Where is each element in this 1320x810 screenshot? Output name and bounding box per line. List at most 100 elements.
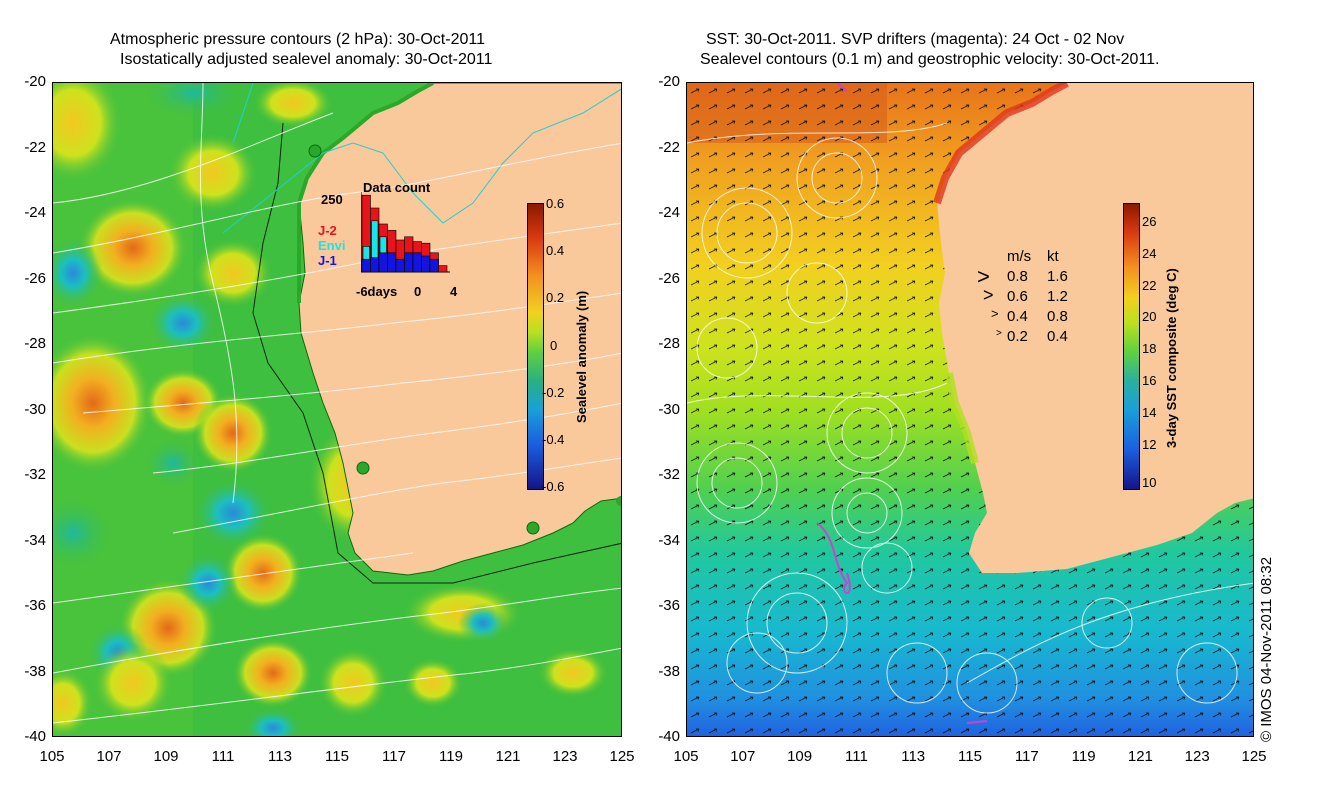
data-count-inset: Data count 250 J-2 Envi J-1 -6days 0 4	[293, 178, 463, 299]
velocity-legend: m/s kt > 0.8 1.6 > 0.6 1.2 > 0.4 0.8 > 0…	[977, 248, 1087, 348]
left-x-tick-8: 121	[495, 748, 521, 765]
histogram-bar-j2	[438, 265, 448, 273]
data-count-histogram	[361, 192, 450, 273]
histogram-bar-j1	[421, 255, 431, 273]
left-x-tick-0: 105	[39, 748, 65, 765]
right-y-tick-2: -24	[658, 204, 680, 221]
legend-header-kt: kt	[1047, 248, 1059, 265]
left-map-panel[interactable]: Data count 250 J-2 Envi J-1 -6days 0 4 0…	[52, 82, 622, 737]
left-cb-tick-5: -0.4	[542, 432, 565, 447]
left-y-tick-6: -32	[24, 466, 46, 483]
legend-envi: Envi	[318, 238, 346, 253]
left-cb-tick-0: 0.6	[546, 196, 565, 211]
left-cb-tick-4: -0.2	[542, 385, 565, 400]
right-y-tick-8: -36	[658, 597, 680, 614]
right-y-tick-1: -22	[658, 138, 680, 156]
right-cb-tick-3: 20	[1142, 309, 1157, 324]
histogram-bar-j1	[429, 258, 439, 273]
left-y-tick-10: -40	[24, 728, 46, 745]
right-cb-tick-6: 14	[1142, 405, 1157, 420]
left-y-tick-9: -38	[24, 662, 46, 680]
left-cb-tick-6: -0.6	[542, 479, 565, 494]
right-x-tick-7: 119	[1071, 748, 1096, 765]
legend-ms-1: 0.6	[1007, 288, 1028, 305]
left-y-tick-4: -28	[24, 335, 46, 352]
legend-header-ms: m/s	[1007, 248, 1032, 265]
right-map-panel[interactable]: m/s kt > 0.8 1.6 > 0.6 1.2 > 0.4 0.8 > 0…	[686, 82, 1254, 737]
left-x-tick-10: 125	[609, 748, 635, 765]
legend-kt-3: 0.4	[1047, 328, 1068, 345]
legend-j1: J-1	[318, 253, 337, 268]
left-cb-tick-3: 0	[550, 338, 558, 353]
right-x-tick-2: 109	[787, 748, 813, 765]
count-x-label-2: 4	[450, 284, 458, 299]
count-x-label-0: -6days	[356, 284, 398, 299]
right-y-tick-3: -26	[658, 269, 680, 287]
right-x-tick-4: 113	[901, 748, 926, 765]
legend-ms-2: 0.4	[1007, 308, 1028, 325]
svp-drifters	[816, 83, 988, 724]
left-x-tick-6: 117	[382, 748, 406, 765]
right-x-tick-9: 123	[1184, 748, 1210, 765]
data-count-max: 250	[321, 192, 343, 207]
left-x-tick-4: 113	[268, 748, 292, 765]
right-y-tick-7: -34	[658, 531, 680, 549]
right-colorbar	[1123, 203, 1140, 490]
legend-kt-1: 1.2	[1047, 288, 1068, 305]
right-cb-tick-0: 26	[1142, 214, 1157, 229]
right-y-tick-9: -38	[658, 662, 680, 680]
histogram-bar-j1	[370, 257, 380, 273]
right-y-tick-5: -30	[658, 400, 680, 418]
left-x-tick-9: 123	[552, 748, 578, 765]
left-x-tick-3: 111	[211, 748, 235, 765]
histogram-bar-j1	[387, 252, 397, 273]
histogram-bar-j1	[378, 252, 388, 273]
left-y-tick-1: -22	[24, 138, 46, 156]
right-cb-tick-8: 10	[1142, 475, 1157, 490]
right-cb-tick-7: 12	[1142, 437, 1157, 452]
left-x-tick-7: 119	[439, 748, 463, 765]
left-cb-tick-1: 0.4	[546, 243, 565, 258]
right-cb-tick-5: 16	[1142, 373, 1157, 388]
right-y-tick-6: -32	[658, 466, 680, 483]
right-x-tick-5: 115	[958, 748, 982, 765]
left-y-tick-8: -36	[24, 597, 46, 614]
histogram-bar-j1	[361, 258, 371, 273]
left-y-tick-7: -34	[24, 531, 46, 549]
right-x-tick-8: 121	[1127, 748, 1153, 765]
left-x-tick-5: 115	[325, 748, 349, 765]
left-y-tick-0: -20	[24, 73, 46, 90]
sst-map	[687, 83, 1253, 736]
right-y-tick-10: -40	[658, 728, 680, 745]
right-title-line1: SST: 30-Oct-2011. SVP drifters (magenta)…	[706, 31, 1125, 48]
right-x-tick-10: 125	[1241, 748, 1267, 765]
left-colorbar	[527, 203, 544, 490]
right-x-tick-3: 111	[844, 748, 868, 765]
legend-kt-2: 0.8	[1047, 308, 1068, 325]
histogram-bar-j1	[412, 252, 422, 273]
left-title-line2: Isostatically adjusted sealevel anomaly:…	[120, 51, 493, 68]
right-y-tick-0: -20	[658, 73, 680, 90]
left-title-line1: Atmospheric pressure contours (2 hPa): 3…	[110, 31, 485, 48]
legend-arrow-0: >	[977, 264, 990, 289]
legend-arrow-2: >	[991, 306, 999, 321]
legend-j2: J-2	[318, 223, 337, 238]
histogram-bar-j1	[395, 258, 405, 273]
legend-kt-0: 1.6	[1047, 268, 1068, 285]
count-x-label-1: 0	[414, 284, 422, 299]
legend-arrow-3: >	[996, 328, 1002, 339]
legend-arrow-1: >	[983, 285, 994, 305]
right-cb-tick-2: 22	[1142, 278, 1157, 293]
left-x-tick-1: 107	[96, 748, 122, 765]
left-y-tick-5: -30	[24, 400, 46, 418]
australia-land-sst	[937, 83, 1253, 573]
right-x-tick-0: 105	[673, 748, 699, 765]
right-x-tick-6: 117	[1014, 748, 1039, 765]
right-cb-tick-4: 18	[1142, 341, 1157, 356]
right-x-tick-1: 107	[730, 748, 756, 765]
right-title-line2: Sealevel contours (0.1 m) and geostrophi…	[700, 51, 1160, 68]
data-count-title: Data count	[363, 180, 431, 195]
pressure-contours	[53, 83, 621, 724]
right-y-tick-4: -28	[658, 335, 680, 352]
right-cb-tick-1: 24	[1142, 246, 1157, 261]
